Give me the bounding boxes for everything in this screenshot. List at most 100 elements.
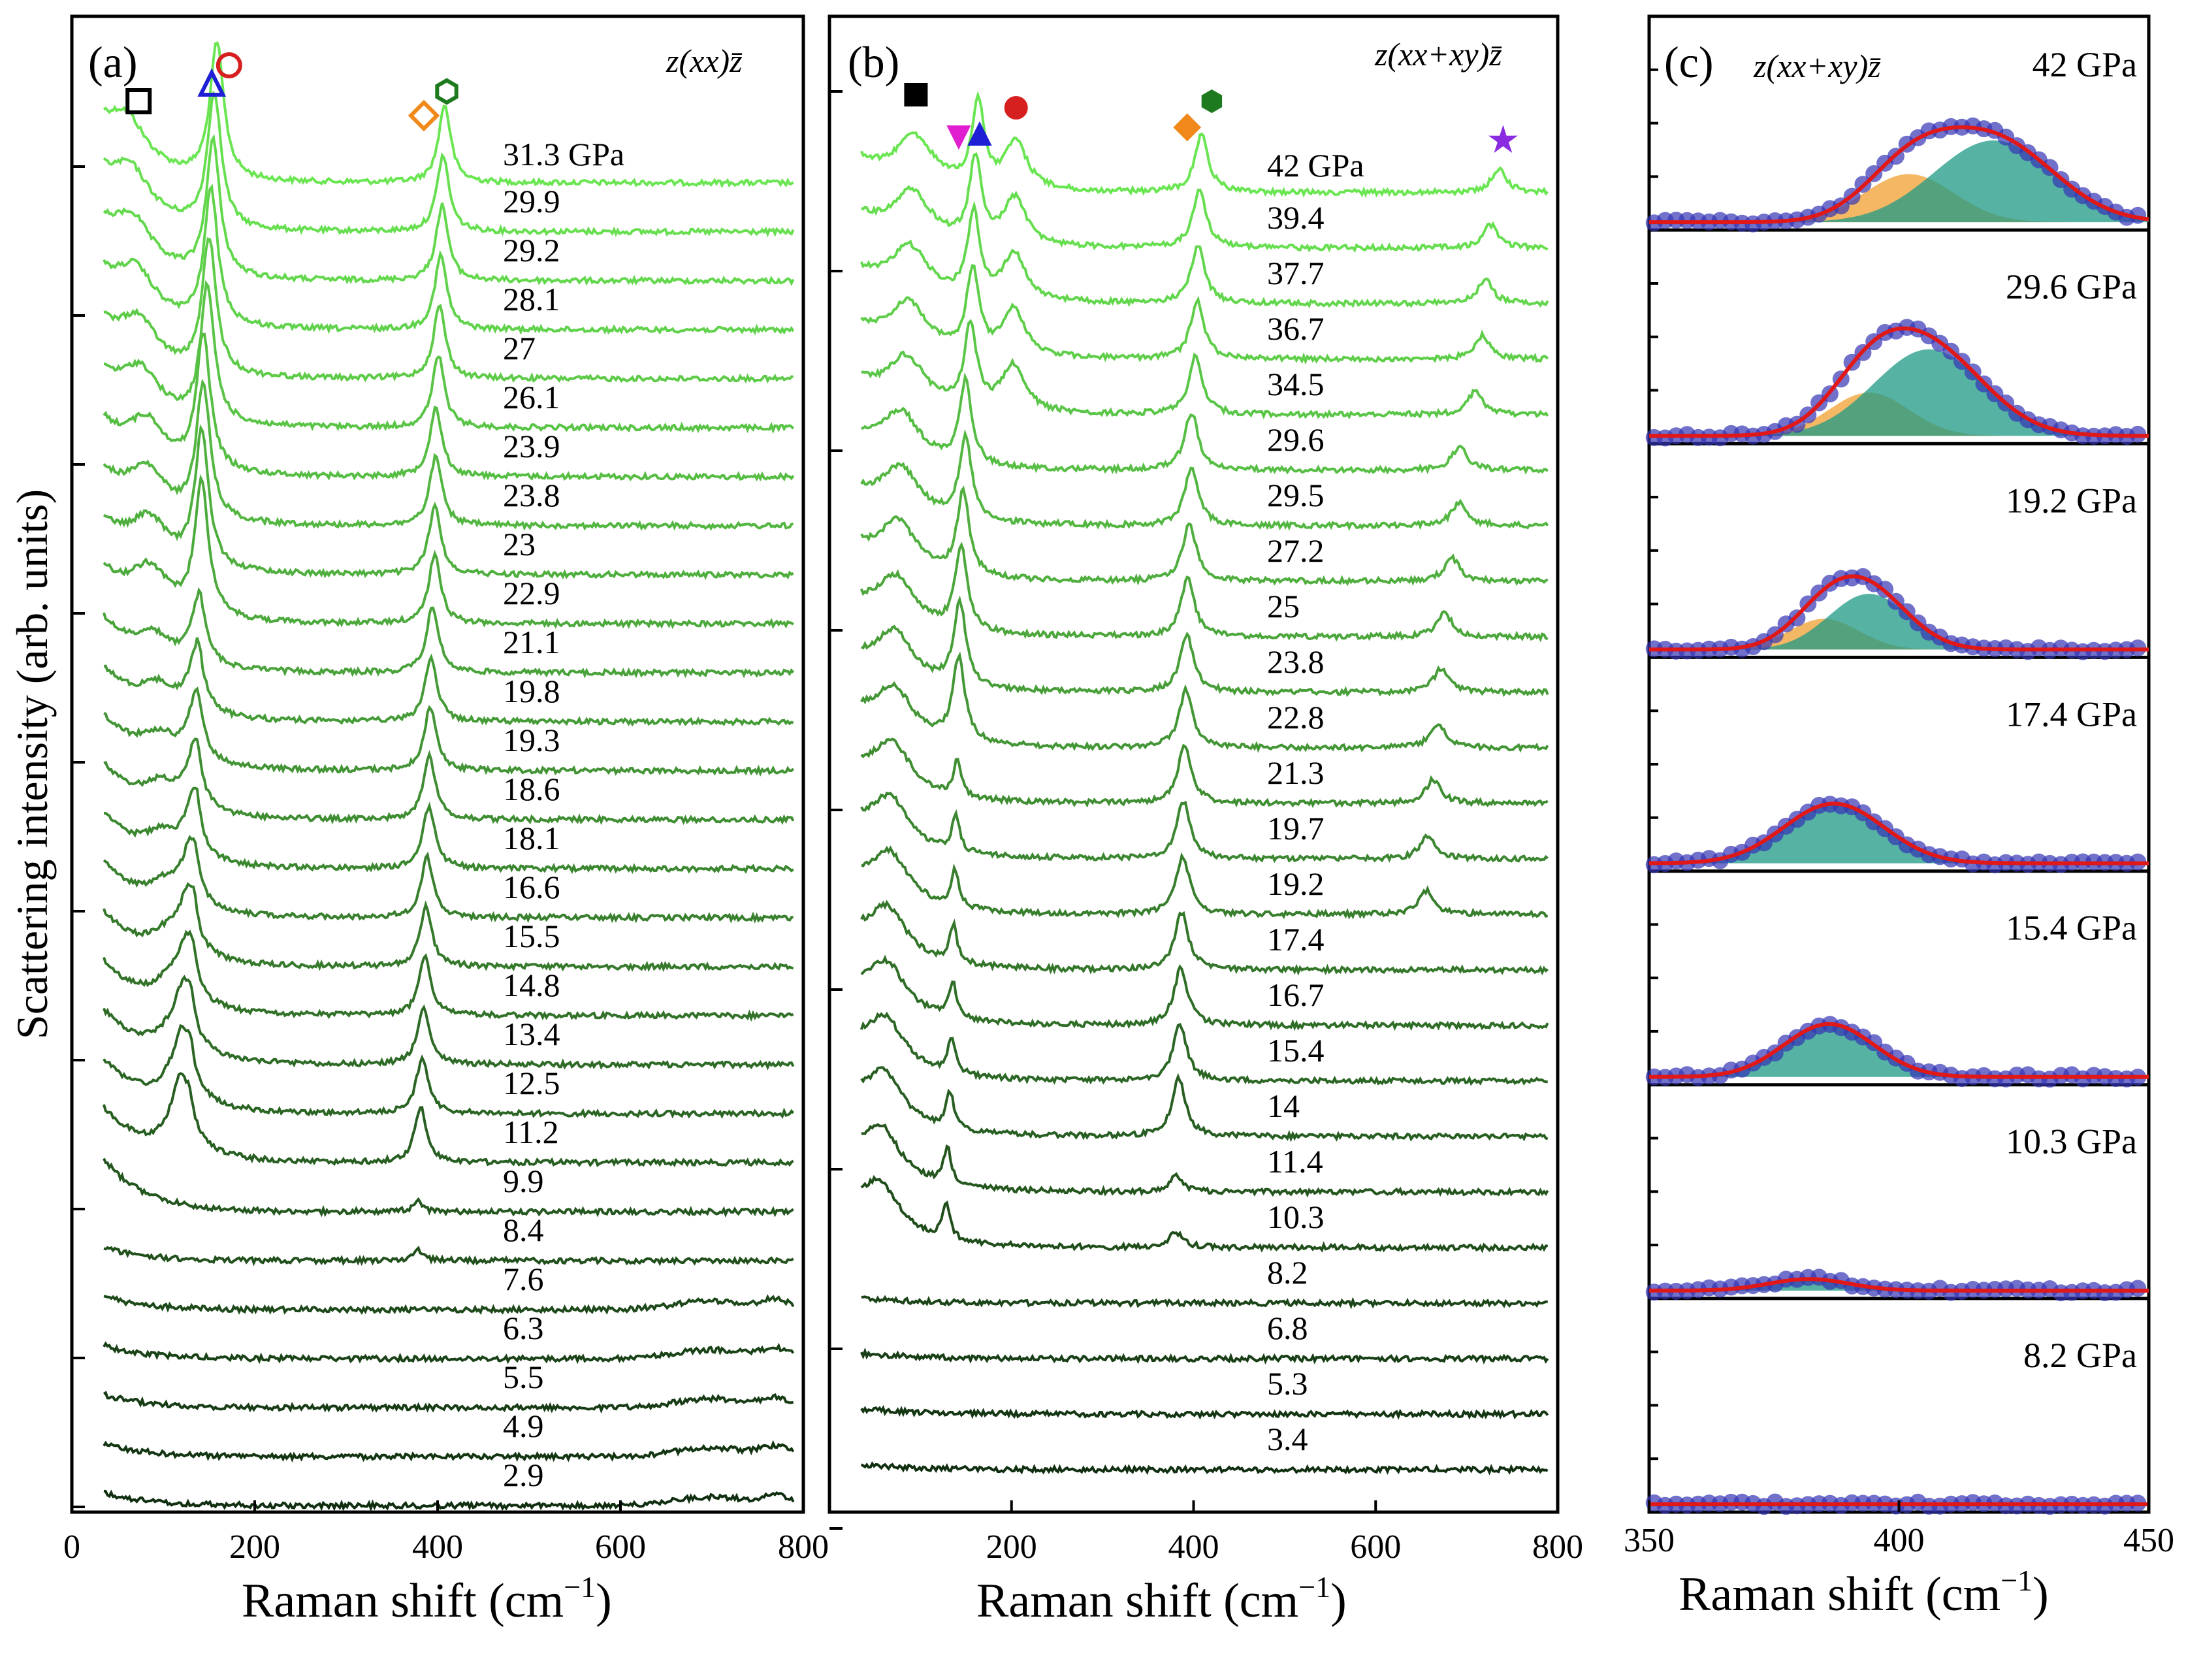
pressure-label: 14.8: [503, 967, 560, 1003]
panel-b-top-pressure: 42 GPa: [1267, 147, 1364, 184]
pressure-label: 6.8: [1267, 1310, 1308, 1346]
spectrum-line: [103, 835, 794, 924]
spectrum-line: [860, 1404, 1549, 1420]
spectrum-line: [860, 1347, 1549, 1365]
peak-marker: [1004, 96, 1028, 120]
spectrum-line: [860, 541, 1549, 643]
panel-c-subplots: 42 GPa 29.6 GPa 19.2 GPa 17.4 GPa 15.4 GPa 10…: [1645, 45, 2149, 1515]
spectrum-line: [860, 428, 1549, 531]
spectrum-line: [861, 845, 1549, 920]
data-point: [2129, 1280, 2147, 1297]
spectrum-line: [103, 134, 795, 287]
x-tick-label: 450: [2123, 1522, 2174, 1559]
fit-curve: [1649, 574, 2149, 652]
spectrum-line: [103, 1341, 795, 1365]
pressure-label: 29.9: [503, 183, 560, 219]
panel-b-x-label: Raman shift (cm−1): [976, 1570, 1347, 1628]
subplot-pressure-label: 8.2 GPa: [2023, 1336, 2137, 1375]
x-tick-label: 600: [1350, 1528, 1401, 1566]
peak-marker: [435, 78, 458, 105]
panel-a-geometry: z(xx)z̄: [666, 42, 743, 79]
spectrum-line: [103, 280, 795, 434]
spectrum-line: [103, 637, 794, 727]
panel-c-label: (c): [1664, 37, 1713, 87]
peak-marker: [904, 83, 928, 106]
x-tick-label: 400: [412, 1528, 463, 1566]
pressure-label: 11.2: [503, 1114, 559, 1150]
pressure-label: 29.6: [1267, 421, 1325, 458]
peak-marker: [1201, 89, 1223, 114]
pressure-label: 23: [503, 526, 536, 562]
pressure-label: 8.2: [1267, 1254, 1308, 1291]
spectrum-line: [860, 954, 1549, 1031]
pressure-label: 21.1: [503, 624, 560, 660]
pressure-label: 19.8: [503, 673, 560, 709]
spectrum-line: [103, 786, 794, 875]
pressure-label: 25: [1267, 588, 1300, 624]
pressure-label: 8.4: [503, 1212, 544, 1248]
x-tick-label: 200: [229, 1528, 280, 1566]
spectrum-line: [860, 651, 1549, 753]
fit-component: [1649, 174, 2149, 223]
pressure-label: 23.8: [503, 477, 560, 513]
spectrum-line: [860, 1174, 1549, 1253]
pressure-label: 39.4: [1267, 199, 1325, 236]
subplot-pressure-label: 29.6 GPa: [2006, 267, 2137, 306]
pressure-label: 13.4: [503, 1016, 560, 1052]
pressure-label: 18.6: [503, 771, 560, 807]
pressure-label: 16.6: [503, 869, 560, 905]
fit-component: [1649, 594, 2149, 650]
spectrum-line: [860, 201, 1549, 308]
panel-a-x-label: Raman shift (cm−1): [242, 1570, 612, 1628]
pressure-label: 3.4: [1267, 1421, 1308, 1457]
peak-marker: [1173, 113, 1202, 142]
pressure-label: 29.5: [1267, 477, 1325, 513]
pressure-label: 22.9: [503, 575, 560, 611]
panel-b-series: 39.4 37.7 36.7 34.5 29.6 29.5 27.2 25 23.8 22.8 21…: [860, 91, 1549, 1476]
spectrum-line: [860, 899, 1549, 976]
peak-marker: [946, 125, 971, 150]
pressure-label: 11.4: [1267, 1143, 1323, 1180]
spectrum-line: [103, 1157, 794, 1218]
subplot-pressure-label: 19.2 GPa: [2006, 481, 2137, 520]
fit-curve: [1649, 125, 2149, 225]
spectrum-line: [103, 184, 795, 336]
peak-marker: [125, 88, 152, 114]
spectrum-line: [103, 1440, 795, 1463]
x-tick-label: 800: [778, 1528, 829, 1566]
pressure-label: 4.9: [503, 1408, 544, 1444]
peak-marker: [967, 121, 992, 146]
peak-marker: [216, 52, 242, 78]
spectrum-line: [103, 686, 795, 777]
pressure-label: 23.9: [503, 428, 560, 464]
spectrum-line: [861, 1123, 1549, 1198]
subplot-pressure-label: 15.4 GPa: [2006, 909, 2137, 948]
spectrum-line: [861, 595, 1549, 698]
fit-curve: [1649, 326, 2149, 438]
panel-a-top-pressure: 31.3 GPa: [503, 136, 624, 172]
peak-marker: [1488, 125, 1518, 153]
peak-marker: [197, 68, 227, 97]
fit-component: [1649, 349, 2149, 436]
spectrum-line: [103, 587, 795, 679]
pressure-label: 15.5: [503, 918, 560, 954]
x-tick-label: 0: [63, 1528, 80, 1566]
pressure-label: 22.8: [1267, 699, 1325, 735]
pressure-label: 36.7: [1267, 310, 1325, 347]
pressure-label: 27: [503, 330, 536, 366]
pressure-label: 2.9: [503, 1457, 544, 1493]
panel-c-x-label: Raman shift (cm−1): [1679, 1564, 2049, 1621]
peak-markers: [125, 52, 1518, 153]
pressure-label: 5.3: [1267, 1365, 1308, 1402]
fit-curve: [1648, 801, 2149, 865]
pressure-label: 21.3: [1267, 754, 1325, 791]
fit-curve: [1648, 1277, 2149, 1293]
x-tick-label: 800: [1532, 1528, 1583, 1566]
x-tick-label: 400: [1168, 1528, 1219, 1566]
spectrum-line: [860, 1011, 1548, 1086]
pressure-label: 15.4: [1267, 1032, 1325, 1069]
spectrum-line: [103, 929, 794, 1022]
spectrum-line: [860, 91, 1549, 198]
spectrum-line: [861, 152, 1549, 253]
